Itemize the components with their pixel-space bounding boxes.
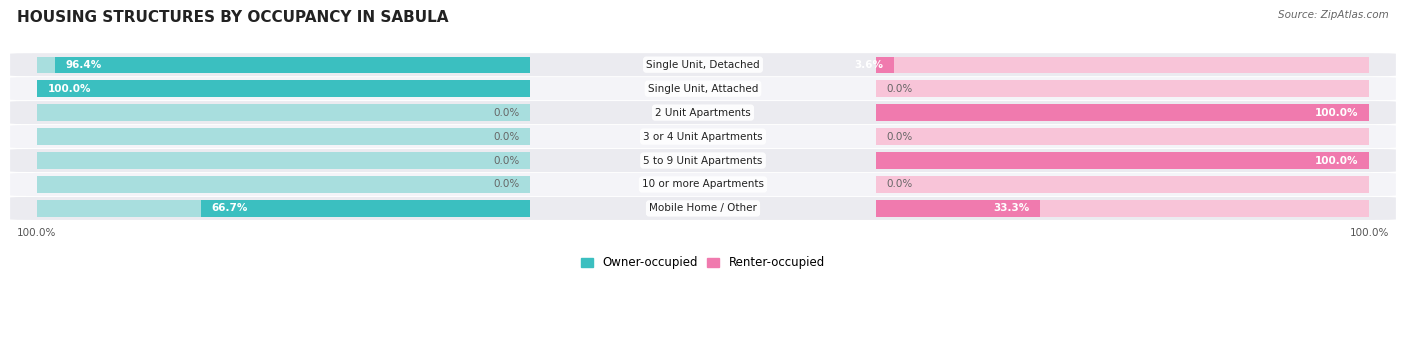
Text: 10 or more Apartments: 10 or more Apartments — [643, 179, 763, 190]
Bar — [1040, 200, 1369, 217]
Text: Mobile Home / Other: Mobile Home / Other — [650, 204, 756, 213]
FancyBboxPatch shape — [10, 77, 1396, 100]
Text: 96.4%: 96.4% — [65, 60, 101, 70]
Bar — [37, 104, 530, 121]
Text: 0.0%: 0.0% — [494, 132, 519, 142]
FancyBboxPatch shape — [10, 53, 1396, 76]
Text: 0.0%: 0.0% — [887, 179, 912, 190]
Bar — [876, 57, 894, 73]
Text: 0.0%: 0.0% — [494, 108, 519, 118]
Text: Single Unit, Attached: Single Unit, Attached — [648, 84, 758, 94]
Bar — [37, 176, 530, 193]
Bar — [37, 200, 201, 217]
Text: 0.0%: 0.0% — [887, 84, 912, 94]
Bar — [201, 200, 530, 217]
Text: Source: ZipAtlas.com: Source: ZipAtlas.com — [1278, 10, 1389, 20]
Bar — [894, 57, 1369, 73]
Text: 3.6%: 3.6% — [855, 60, 883, 70]
Text: Single Unit, Detached: Single Unit, Detached — [647, 60, 759, 70]
Bar — [876, 104, 1369, 121]
FancyBboxPatch shape — [10, 125, 1396, 148]
FancyBboxPatch shape — [10, 101, 1396, 124]
Text: 0.0%: 0.0% — [494, 179, 519, 190]
Bar — [876, 129, 1369, 145]
Bar — [876, 200, 1040, 217]
Legend: Owner-occupied, Renter-occupied: Owner-occupied, Renter-occupied — [576, 252, 830, 274]
Bar — [876, 152, 1369, 169]
Text: 100.0%: 100.0% — [1315, 108, 1358, 118]
Text: 5 to 9 Unit Apartments: 5 to 9 Unit Apartments — [644, 155, 762, 165]
FancyBboxPatch shape — [10, 173, 1396, 196]
FancyBboxPatch shape — [10, 197, 1396, 220]
Bar — [37, 57, 55, 73]
Text: 33.3%: 33.3% — [994, 204, 1029, 213]
Text: 0.0%: 0.0% — [887, 132, 912, 142]
Text: 0.0%: 0.0% — [494, 155, 519, 165]
Bar — [37, 80, 530, 97]
Text: HOUSING STRUCTURES BY OCCUPANCY IN SABULA: HOUSING STRUCTURES BY OCCUPANCY IN SABUL… — [17, 10, 449, 25]
Text: 66.7%: 66.7% — [212, 204, 247, 213]
Bar — [37, 152, 530, 169]
FancyBboxPatch shape — [10, 149, 1396, 172]
Bar — [876, 80, 1369, 97]
Text: 3 or 4 Unit Apartments: 3 or 4 Unit Apartments — [643, 132, 763, 142]
Text: 100.0%: 100.0% — [1315, 155, 1358, 165]
Bar — [55, 57, 530, 73]
Text: 2 Unit Apartments: 2 Unit Apartments — [655, 108, 751, 118]
Bar — [37, 129, 530, 145]
Bar — [876, 176, 1369, 193]
Text: 100.0%: 100.0% — [48, 84, 91, 94]
